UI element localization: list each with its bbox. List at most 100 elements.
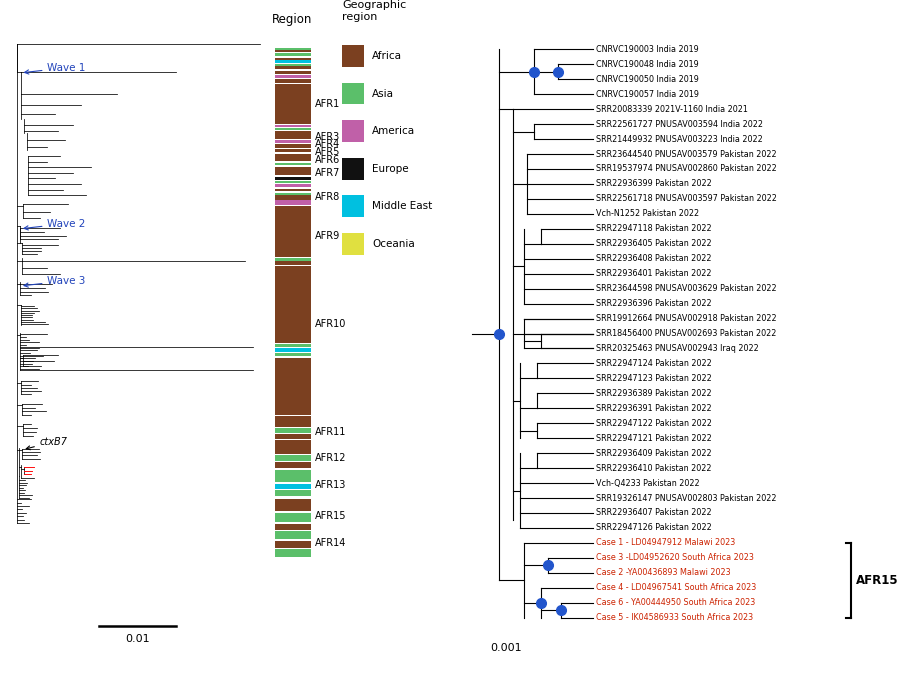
Bar <box>274 470 310 483</box>
Bar <box>274 549 310 557</box>
Text: SRR19912664 PNUSAV002918 Pakistan 2022: SRR19912664 PNUSAV002918 Pakistan 2022 <box>596 314 777 323</box>
Bar <box>274 462 310 468</box>
Bar <box>274 182 310 183</box>
Bar <box>274 125 310 127</box>
Text: Case 5 - IK04586933 South Africa 2023: Case 5 - IK04586933 South Africa 2023 <box>596 613 753 622</box>
Bar <box>274 490 310 496</box>
Bar <box>274 195 310 200</box>
Text: SRR22947118 Pakistan 2022: SRR22947118 Pakistan 2022 <box>596 224 712 234</box>
Text: ctxB7: ctxB7 <box>26 437 68 450</box>
Text: Africa: Africa <box>373 51 402 61</box>
Text: SRR22947126 Pakistan 2022: SRR22947126 Pakistan 2022 <box>596 524 712 532</box>
Text: SRR22936408 Pakistan 2022: SRR22936408 Pakistan 2022 <box>596 254 712 263</box>
Text: AFR10: AFR10 <box>315 319 346 328</box>
Text: Vch-N1252 Pakistan 2022: Vch-N1252 Pakistan 2022 <box>596 209 699 218</box>
Text: CNRVC190048 India 2019: CNRVC190048 India 2019 <box>596 60 698 69</box>
Text: Case 4 - LD04967541 South Africa 2023: Case 4 - LD04967541 South Africa 2023 <box>596 583 756 592</box>
Text: Europe: Europe <box>373 164 409 174</box>
Text: AFR15: AFR15 <box>857 574 899 587</box>
Bar <box>274 48 310 50</box>
Bar <box>274 357 310 415</box>
Bar <box>274 154 310 162</box>
Text: SRR22947124 Pakistan 2022: SRR22947124 Pakistan 2022 <box>596 359 712 368</box>
Text: Vch-Q4233 Pakistan 2022: Vch-Q4233 Pakistan 2022 <box>596 479 699 487</box>
Bar <box>274 149 310 152</box>
Text: 0.01: 0.01 <box>125 634 149 644</box>
Text: Asia: Asia <box>373 89 394 98</box>
Text: Wave 3: Wave 3 <box>24 276 86 287</box>
Text: Case 2 -YA00436893 Malawi 2023: Case 2 -YA00436893 Malawi 2023 <box>596 568 731 577</box>
Title: Region: Region <box>273 13 312 26</box>
Bar <box>342 195 364 217</box>
Text: SRR19326147 PNUSAV002803 Pakistan 2022: SRR19326147 PNUSAV002803 Pakistan 2022 <box>596 493 777 503</box>
Text: SRR22936391 Pakistan 2022: SRR22936391 Pakistan 2022 <box>596 404 712 413</box>
Bar <box>274 267 310 343</box>
Text: Case 6 - YA00444950 South Africa 2023: Case 6 - YA00444950 South Africa 2023 <box>596 598 755 607</box>
Bar <box>274 131 310 139</box>
Text: SRR22947121 Pakistan 2022: SRR22947121 Pakistan 2022 <box>596 433 712 443</box>
Text: AFR9: AFR9 <box>315 231 340 241</box>
Text: AFR7: AFR7 <box>315 168 340 178</box>
Text: AFR13: AFR13 <box>315 481 346 491</box>
Bar <box>274 353 310 357</box>
Bar <box>274 140 310 143</box>
Bar <box>274 416 310 427</box>
Text: AFR5: AFR5 <box>315 147 340 157</box>
Text: AFR3: AFR3 <box>315 132 340 142</box>
Text: Oceania: Oceania <box>373 239 415 249</box>
Bar <box>274 144 310 148</box>
Text: SRR22936399 Pakistan 2022: SRR22936399 Pakistan 2022 <box>596 180 712 188</box>
Text: CNRVC190057 India 2019: CNRVC190057 India 2019 <box>596 90 699 99</box>
Bar <box>274 58 310 60</box>
Bar <box>274 434 310 439</box>
Bar <box>274 61 310 63</box>
Text: SRR22947123 Pakistan 2022: SRR22947123 Pakistan 2022 <box>596 374 712 383</box>
Bar <box>342 233 364 254</box>
Text: AFR14: AFR14 <box>315 538 346 548</box>
Text: SRR22561718 PNUSAV003597 Pakistan 2022: SRR22561718 PNUSAV003597 Pakistan 2022 <box>596 194 777 203</box>
Text: SRR22936407 Pakistan 2022: SRR22936407 Pakistan 2022 <box>596 509 712 518</box>
Bar <box>274 513 310 522</box>
Text: SRR20083339 2021V-1160 India 2021: SRR20083339 2021V-1160 India 2021 <box>596 105 748 114</box>
Text: Case 3 -LD04952620 South Africa 2023: Case 3 -LD04952620 South Africa 2023 <box>596 553 754 563</box>
Bar <box>274 524 310 530</box>
Text: Wave 1: Wave 1 <box>24 63 86 74</box>
Text: SRR19537974 PNUSAV002860 Pakistan 2022: SRR19537974 PNUSAV002860 Pakistan 2022 <box>596 164 777 174</box>
Bar <box>274 428 310 433</box>
Text: SRR20325463 PNUSAV002943 Iraq 2022: SRR20325463 PNUSAV002943 Iraq 2022 <box>596 344 759 353</box>
Bar <box>274 540 310 548</box>
Text: SRR22947122 Pakistan 2022: SRR22947122 Pakistan 2022 <box>596 419 712 428</box>
Bar <box>274 184 310 187</box>
Bar <box>274 261 310 265</box>
Bar <box>274 206 310 257</box>
Bar <box>274 258 310 260</box>
Bar <box>274 163 310 165</box>
Bar <box>274 345 310 347</box>
Text: Middle East: Middle East <box>373 201 433 211</box>
Text: AFR8: AFR8 <box>315 192 340 201</box>
Text: SRR21449932 PNUSAV003223 India 2022: SRR21449932 PNUSAV003223 India 2022 <box>596 135 762 143</box>
Text: 0.001: 0.001 <box>491 643 522 653</box>
Bar <box>274 67 310 69</box>
Bar <box>274 75 310 79</box>
Bar <box>274 455 310 461</box>
Text: AFR11: AFR11 <box>315 427 346 437</box>
Text: America: America <box>373 126 416 136</box>
Text: AFR12: AFR12 <box>315 453 346 463</box>
Bar <box>274 348 310 352</box>
Text: SRR23644540 PNUSAV003579 Pakistan 2022: SRR23644540 PNUSAV003579 Pakistan 2022 <box>596 149 777 159</box>
Bar <box>274 176 310 180</box>
Bar <box>274 167 310 176</box>
Text: AFR15: AFR15 <box>315 511 346 522</box>
Text: SRR22936405 Pakistan 2022: SRR22936405 Pakistan 2022 <box>596 240 712 248</box>
Text: AFR4: AFR4 <box>315 139 340 149</box>
Bar <box>274 188 310 191</box>
Bar <box>274 71 310 74</box>
Bar <box>274 484 310 489</box>
Bar <box>274 53 310 56</box>
Bar <box>274 85 310 124</box>
Text: CNRVC190003 India 2019: CNRVC190003 India 2019 <box>596 45 698 54</box>
Bar <box>274 531 310 539</box>
Text: SRR22561727 PNUSAV003594 India 2022: SRR22561727 PNUSAV003594 India 2022 <box>596 120 763 129</box>
Text: SRR22936409 Pakistan 2022: SRR22936409 Pakistan 2022 <box>596 449 712 458</box>
